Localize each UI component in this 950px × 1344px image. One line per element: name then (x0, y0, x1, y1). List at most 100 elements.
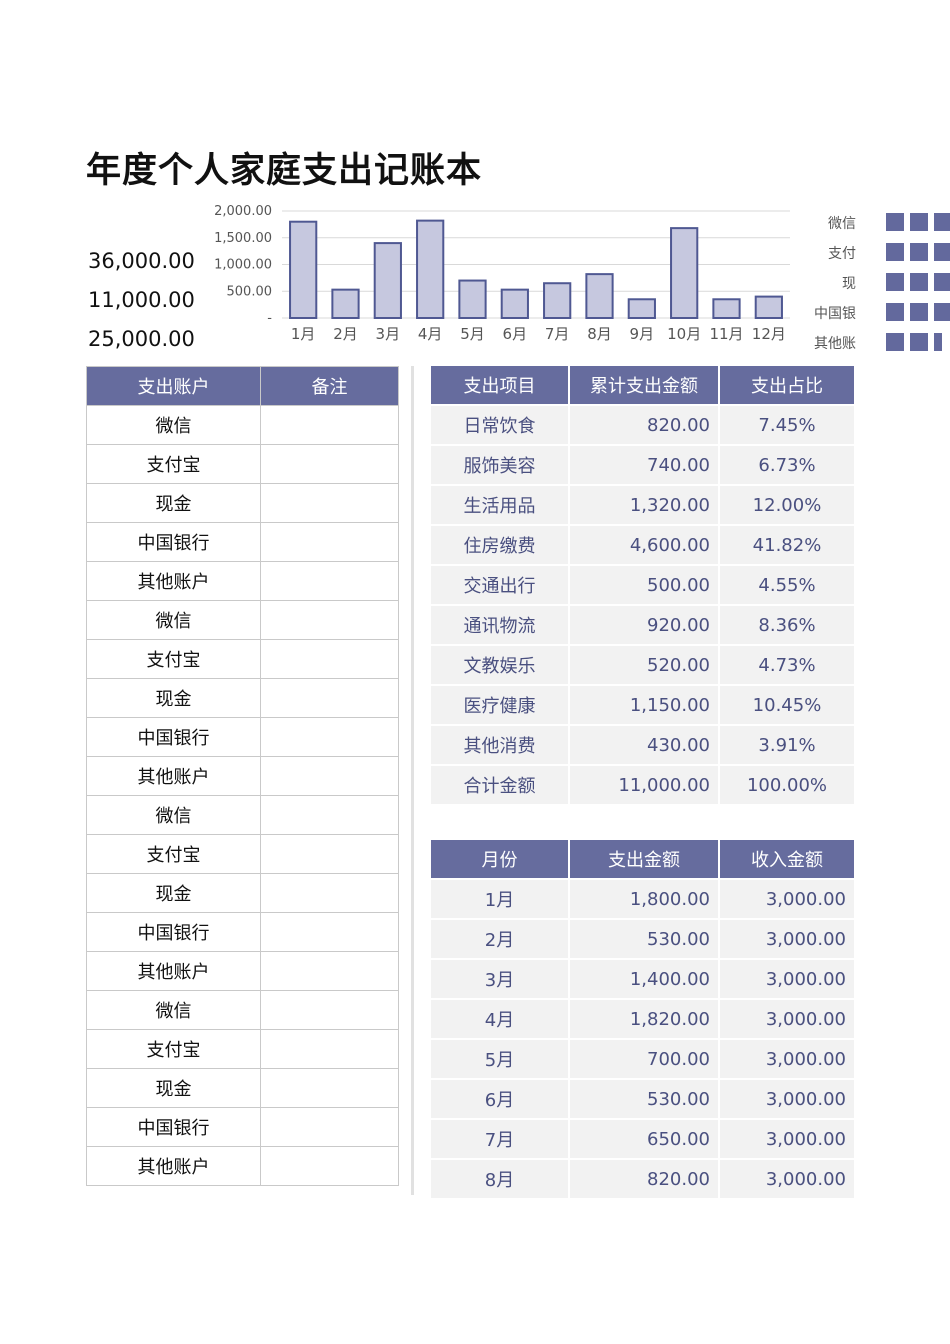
note-cell[interactable] (260, 600, 399, 640)
table-row: 现金 (86, 678, 399, 718)
account-cell: 现金 (86, 678, 261, 718)
table-row: 中国银行 (86, 522, 399, 562)
x-tick-label: 3月 (376, 325, 401, 343)
header-expense: 支出金额 (569, 840, 720, 880)
category-cell: 生活用品 (431, 485, 570, 526)
account-cell: 中国银行 (86, 1107, 261, 1147)
x-tick-label: 6月 (503, 325, 528, 343)
legend-square (886, 333, 904, 351)
table-row: 中国银行 (86, 912, 399, 952)
bar (754, 295, 783, 319)
note-cell[interactable] (260, 678, 399, 718)
expense-cell: 1,820.00 (569, 999, 720, 1040)
table-row: 微信 (86, 795, 399, 835)
income-cell: 3,000.00 (719, 999, 856, 1040)
category-cell: 交通出行 (431, 565, 570, 606)
note-cell[interactable] (260, 834, 399, 874)
account-legend: 微信 支付现中国银 其他账 (808, 208, 950, 358)
note-cell[interactable] (260, 951, 399, 991)
note-cell[interactable] (260, 1107, 399, 1147)
note-cell[interactable] (260, 990, 399, 1030)
table-row: 文教娱乐 520.00 4.73% (431, 645, 856, 686)
account-legend-label: 微信 (828, 216, 856, 232)
account-cell: 现金 (86, 483, 261, 523)
table-row: 其他账户 (86, 561, 399, 601)
note-cell[interactable] (260, 795, 399, 835)
expense-cell: 820.00 (569, 1159, 720, 1200)
account-legend-item: 现 (808, 272, 950, 292)
category-cell: 医疗健康 (431, 685, 570, 726)
page-title: 年度个人家庭支出记账本 (86, 151, 483, 191)
table-row: 支付宝 (86, 834, 399, 874)
x-tick-label: 7月 (545, 325, 570, 343)
note-cell[interactable] (260, 873, 399, 913)
amount-cell: 11,000.00 (569, 765, 720, 806)
account-cell: 微信 (86, 405, 261, 445)
category-cell: 住房缴费 (431, 525, 570, 566)
table-row: 2月 530.00 3,000.00 (431, 919, 856, 960)
amount-cell: 520.00 (569, 645, 720, 686)
table-row: 其他账户 (86, 756, 399, 796)
account-cell: 支付宝 (86, 639, 261, 679)
note-cell[interactable] (260, 717, 399, 757)
note-cell[interactable] (260, 912, 399, 952)
legend-square (886, 243, 904, 261)
y-tick-label: 2,000.00 (214, 204, 272, 219)
share-cell: 6.73% (719, 445, 856, 486)
table-row: 医疗健康 1,150.00 10.45% (431, 685, 856, 726)
month-cell: 5月 (431, 1039, 570, 1080)
account-cell: 中国银行 (86, 912, 261, 952)
note-cell[interactable] (260, 561, 399, 601)
legend-square (934, 243, 950, 261)
table-row: 交通出行 500.00 4.55% (431, 565, 856, 606)
share-cell: 41.82% (719, 525, 856, 566)
expense-total: 11,000.00 (88, 288, 195, 312)
note-cell[interactable] (260, 405, 399, 445)
legend-square (886, 303, 904, 321)
expense-cell: 1,400.00 (569, 959, 720, 1000)
month-cell: 6月 (431, 1079, 570, 1120)
share-cell: 4.55% (719, 565, 856, 606)
table-row: 5月 700.00 3,000.00 (431, 1039, 856, 1080)
legend-square (934, 213, 950, 231)
expense-cell: 530.00 (569, 919, 720, 960)
note-cell[interactable] (260, 444, 399, 484)
table-row: 日常饮食 820.00 7.45% (431, 405, 856, 446)
table-row: 通讯物流 920.00 8.36% (431, 605, 856, 646)
x-tick-label: 12月 (752, 325, 786, 343)
legend-square (910, 243, 928, 261)
account-cell: 支付宝 (86, 444, 261, 484)
note-cell[interactable] (260, 1146, 399, 1186)
bar (373, 242, 402, 319)
x-tick-label: 10月 (667, 325, 701, 343)
account-cell: 现金 (86, 1068, 261, 1108)
bar (670, 227, 699, 319)
note-cell[interactable] (260, 522, 399, 562)
x-tick-label: 2月 (333, 325, 358, 343)
table-row: 现金 (86, 1068, 399, 1108)
table-row: 其他消费 430.00 3.91% (431, 725, 856, 766)
legend-square (934, 273, 950, 291)
note-cell[interactable] (260, 756, 399, 796)
income-cell: 3,000.00 (719, 1079, 856, 1120)
amount-cell: 500.00 (569, 565, 720, 606)
account-table: 支出账户 备注 微信 支付宝 现金 中国银行 其他账户 微信 支付宝 现金 中国银行 其他账户 微信… (86, 366, 399, 1186)
expense-cell: 1,800.00 (569, 879, 720, 920)
table-row: 住房缴费 4,600.00 41.82% (431, 525, 856, 566)
legend-square (934, 303, 950, 321)
note-cell[interactable] (260, 639, 399, 679)
bar (500, 288, 529, 319)
table-row: 1月 1,800.00 3,000.00 (431, 879, 856, 920)
month-cell: 1月 (431, 879, 570, 920)
note-cell[interactable] (260, 483, 399, 523)
account-cell: 其他账户 (86, 951, 261, 991)
table-row: 7月 650.00 3,000.00 (431, 1119, 856, 1160)
amount-cell: 430.00 (569, 725, 720, 766)
note-cell[interactable] (260, 1029, 399, 1069)
amount-cell: 920.00 (569, 605, 720, 646)
table-row: 其他账户 (86, 1146, 399, 1186)
note-cell[interactable] (260, 1068, 399, 1108)
category-table: 支出项目 累计支出金额 支出占比 日常饮食 820.00 7.45% 服饰美容 740.… (431, 366, 856, 806)
account-legend-label: 现 (842, 276, 856, 292)
account-legend-label: 支付 (828, 246, 856, 262)
